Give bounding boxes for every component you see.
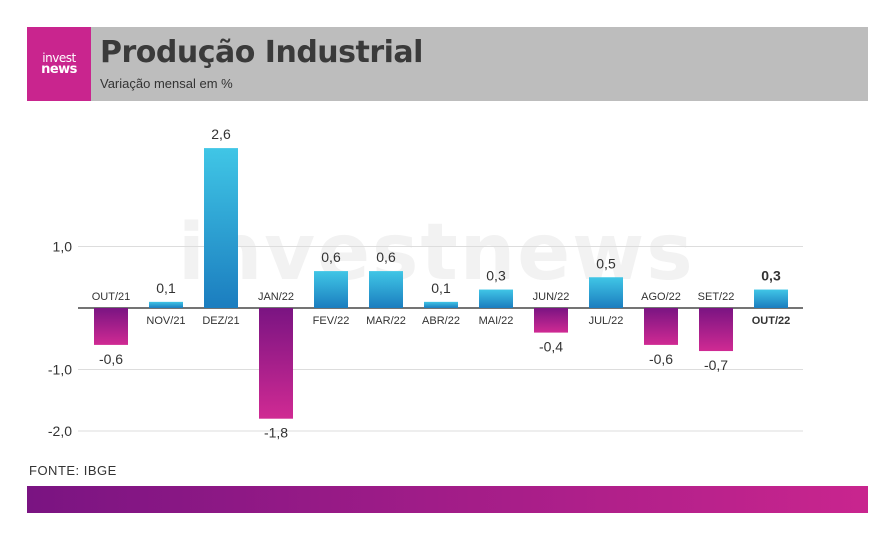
x-tick-label: NOV/21 xyxy=(146,315,185,327)
chart-title: Produção Industrial xyxy=(100,35,423,70)
bars-layer xyxy=(94,148,788,419)
bar xyxy=(204,148,238,308)
value-label: 0,3 xyxy=(486,268,506,284)
bar xyxy=(314,271,348,308)
value-label: -0,6 xyxy=(99,351,123,367)
value-label: 0,5 xyxy=(596,255,616,271)
logo-text-invest: invest xyxy=(42,51,76,65)
value-label: -0,4 xyxy=(539,339,563,355)
bar xyxy=(369,271,403,308)
labels-layer: 1,0 -1,0 -2,0 -0,6 OUT/21 0,1 NOV/21 2,6 DEZ/21 -… xyxy=(48,126,790,441)
x-tick-label: JAN/22 xyxy=(258,291,294,303)
bottom-gradient-bar xyxy=(27,486,868,513)
x-tick-label: FEV/22 xyxy=(313,315,350,327)
chart-subtitle: Variação mensal em % xyxy=(100,76,233,91)
y-tick-label: -1,0 xyxy=(48,362,72,378)
source-note: FONTE: IBGE xyxy=(29,463,117,478)
x-tick-label: MAR/22 xyxy=(366,315,406,327)
bar xyxy=(644,308,678,345)
x-tick-label: OUT/22 xyxy=(752,315,791,327)
y-tick-label: 1,0 xyxy=(53,239,73,255)
x-tick-label: JUN/22 xyxy=(533,291,570,303)
value-label: 2,6 xyxy=(211,126,231,142)
bar xyxy=(589,277,623,308)
bar xyxy=(424,301,458,308)
value-label: 0,6 xyxy=(376,249,396,265)
x-tick-label: DEZ/21 xyxy=(202,315,239,327)
bar xyxy=(534,308,568,333)
x-tick-label: JUL/22 xyxy=(589,315,624,327)
x-tick-label: SET/22 xyxy=(698,291,735,303)
value-label: -0,6 xyxy=(649,351,673,367)
bar xyxy=(94,308,128,345)
grid-layer xyxy=(78,246,803,432)
value-label: 0,1 xyxy=(431,280,451,296)
bar xyxy=(259,308,293,419)
bar xyxy=(479,289,513,308)
value-label: 0,3 xyxy=(761,268,781,284)
x-tick-label: ABR/22 xyxy=(422,315,460,327)
bar xyxy=(754,289,788,308)
value-label: 0,6 xyxy=(321,249,341,265)
investnews-logo: invest news xyxy=(27,27,91,101)
x-tick-label: OUT/21 xyxy=(92,291,131,303)
logo-text-news: news xyxy=(41,62,77,77)
value-label: -0,7 xyxy=(704,357,728,373)
bar xyxy=(149,301,183,308)
header-banner: invest news Produção Industrial Variação… xyxy=(27,27,868,101)
x-tick-label: AGO/22 xyxy=(641,291,681,303)
x-tick-label: MAI/22 xyxy=(479,315,514,327)
value-label: -1,8 xyxy=(264,425,288,441)
y-tick-label: -2,0 xyxy=(48,423,72,439)
value-label: 0,1 xyxy=(156,280,176,296)
bar xyxy=(699,308,733,352)
